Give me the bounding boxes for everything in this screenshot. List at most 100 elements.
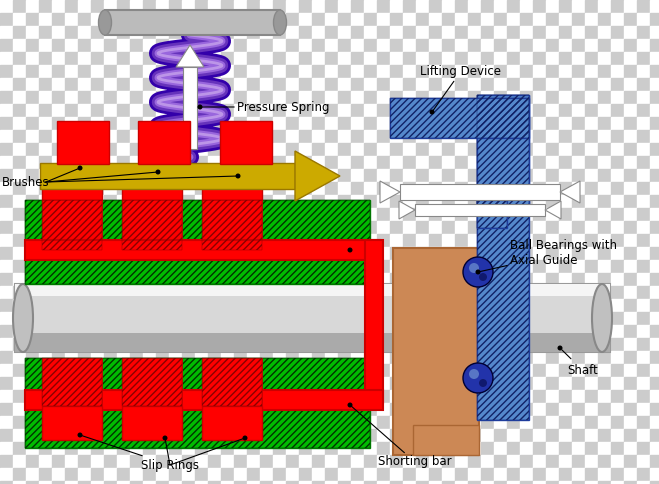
Bar [195, 299, 208, 312]
Bar [130, 208, 143, 221]
Bar [364, 403, 377, 416]
Bar [429, 91, 442, 104]
Bar [26, 403, 39, 416]
Bar [429, 130, 442, 143]
Bar [91, 130, 104, 143]
Bar [390, 156, 403, 169]
Bar [286, 208, 299, 221]
Bar [156, 481, 169, 484]
Bar [572, 13, 585, 26]
Bar [520, 52, 533, 65]
Bar [455, 65, 468, 78]
Bar [78, 130, 91, 143]
Bar [52, 416, 65, 429]
Bar [325, 273, 338, 286]
Bar [416, 468, 429, 481]
Bar [364, 273, 377, 286]
Bar [91, 221, 104, 234]
Bar [390, 195, 403, 208]
Bar [182, 65, 195, 78]
Bar [273, 481, 286, 484]
Bar [234, 260, 247, 273]
Bar [195, 351, 208, 364]
Bar [468, 429, 481, 442]
Bar [104, 364, 117, 377]
Bar [481, 91, 494, 104]
Bar [169, 208, 182, 221]
Bar [481, 52, 494, 65]
Bar [351, 286, 364, 299]
Bar [260, 221, 273, 234]
Bar [429, 13, 442, 26]
Bar [312, 39, 325, 52]
Bar [26, 416, 39, 429]
Bar [351, 195, 364, 208]
Bar [624, 260, 637, 273]
Bar [624, 403, 637, 416]
Bar [273, 78, 286, 91]
Bar [507, 39, 520, 52]
Bar [117, 260, 130, 273]
Bar [364, 156, 377, 169]
Polygon shape [380, 181, 400, 203]
Bar [0, 104, 13, 117]
Bar [13, 234, 26, 247]
Bar [156, 364, 169, 377]
Bar [260, 52, 273, 65]
Bar [520, 65, 533, 78]
Bar [117, 429, 130, 442]
Bar [559, 390, 572, 403]
Bar [650, 442, 659, 455]
Bar [325, 143, 338, 156]
Bar [429, 299, 442, 312]
Bar [39, 117, 52, 130]
Bar [39, 0, 52, 13]
Bar [91, 390, 104, 403]
Bar [377, 455, 390, 468]
Bar [156, 312, 169, 325]
Bar [572, 221, 585, 234]
Bar [390, 104, 403, 117]
Bar [338, 169, 351, 182]
Bar [39, 468, 52, 481]
Bar [208, 468, 221, 481]
Bar [247, 65, 260, 78]
Bar [208, 91, 221, 104]
Bar [260, 234, 273, 247]
Bar [637, 104, 650, 117]
Ellipse shape [592, 284, 612, 352]
Bar [273, 156, 286, 169]
Bar [169, 455, 182, 468]
Bar [585, 260, 598, 273]
Bar [572, 299, 585, 312]
Bar [182, 208, 195, 221]
Bar [546, 299, 559, 312]
Bar [130, 416, 143, 429]
Bar [481, 78, 494, 91]
Bar [611, 221, 624, 234]
Bar [351, 169, 364, 182]
Bar [637, 234, 650, 247]
Bar [273, 429, 286, 442]
Bar [325, 65, 338, 78]
Bar [26, 130, 39, 143]
Bar [377, 429, 390, 442]
Bar [130, 286, 143, 299]
Bar [507, 468, 520, 481]
Bar [637, 429, 650, 442]
Bar [169, 195, 182, 208]
Bar [351, 299, 364, 312]
Bar [377, 195, 390, 208]
Bar [325, 442, 338, 455]
Ellipse shape [273, 10, 287, 35]
Bar [13, 416, 26, 429]
Bar [455, 195, 468, 208]
Bar [208, 156, 221, 169]
Bar [260, 442, 273, 455]
Bar [494, 182, 507, 195]
Bar [325, 325, 338, 338]
Bar [260, 65, 273, 78]
Bar [247, 390, 260, 403]
Bar [507, 65, 520, 78]
Bar [286, 0, 299, 13]
